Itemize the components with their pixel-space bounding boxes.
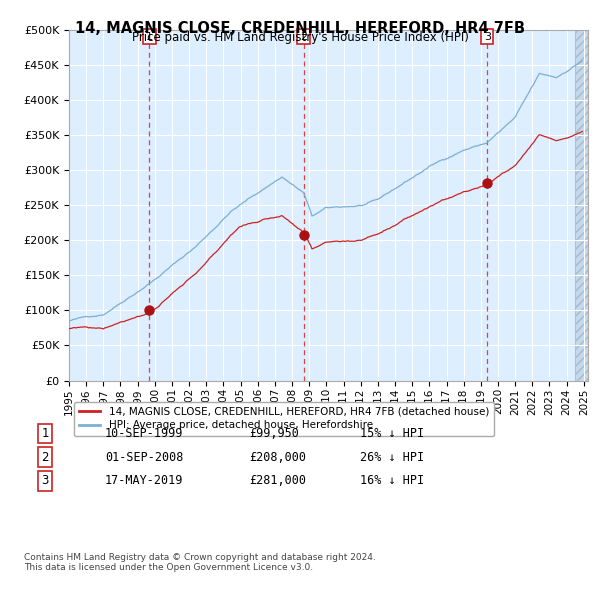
Text: 2: 2 xyxy=(300,31,307,41)
Text: £99,950: £99,950 xyxy=(249,427,299,440)
Bar xyxy=(575,30,588,381)
Text: 1: 1 xyxy=(41,427,49,440)
Text: 2: 2 xyxy=(41,451,49,464)
Text: £281,000: £281,000 xyxy=(249,474,306,487)
Legend: 14, MAGNIS CLOSE, CREDENHILL, HEREFORD, HR4 7FB (detached house), HPI: Average p: 14, MAGNIS CLOSE, CREDENHILL, HEREFORD, … xyxy=(74,402,494,435)
Text: 15% ↓ HPI: 15% ↓ HPI xyxy=(360,427,424,440)
Text: 17-MAY-2019: 17-MAY-2019 xyxy=(105,474,184,487)
Bar xyxy=(575,30,588,381)
Text: 01-SEP-2008: 01-SEP-2008 xyxy=(105,451,184,464)
Text: £208,000: £208,000 xyxy=(249,451,306,464)
Text: 26% ↓ HPI: 26% ↓ HPI xyxy=(360,451,424,464)
Text: This data is licensed under the Open Government Licence v3.0.: This data is licensed under the Open Gov… xyxy=(24,563,313,572)
Text: Price paid vs. HM Land Registry's House Price Index (HPI): Price paid vs. HM Land Registry's House … xyxy=(131,31,469,44)
Text: 3: 3 xyxy=(41,474,49,487)
Text: 14, MAGNIS CLOSE, CREDENHILL, HEREFORD, HR4 7FB: 14, MAGNIS CLOSE, CREDENHILL, HEREFORD, … xyxy=(75,21,525,35)
Text: Contains HM Land Registry data © Crown copyright and database right 2024.: Contains HM Land Registry data © Crown c… xyxy=(24,553,376,562)
Text: 3: 3 xyxy=(484,31,491,41)
Text: 10-SEP-1999: 10-SEP-1999 xyxy=(105,427,184,440)
Text: 1: 1 xyxy=(146,31,153,41)
Text: 16% ↓ HPI: 16% ↓ HPI xyxy=(360,474,424,487)
